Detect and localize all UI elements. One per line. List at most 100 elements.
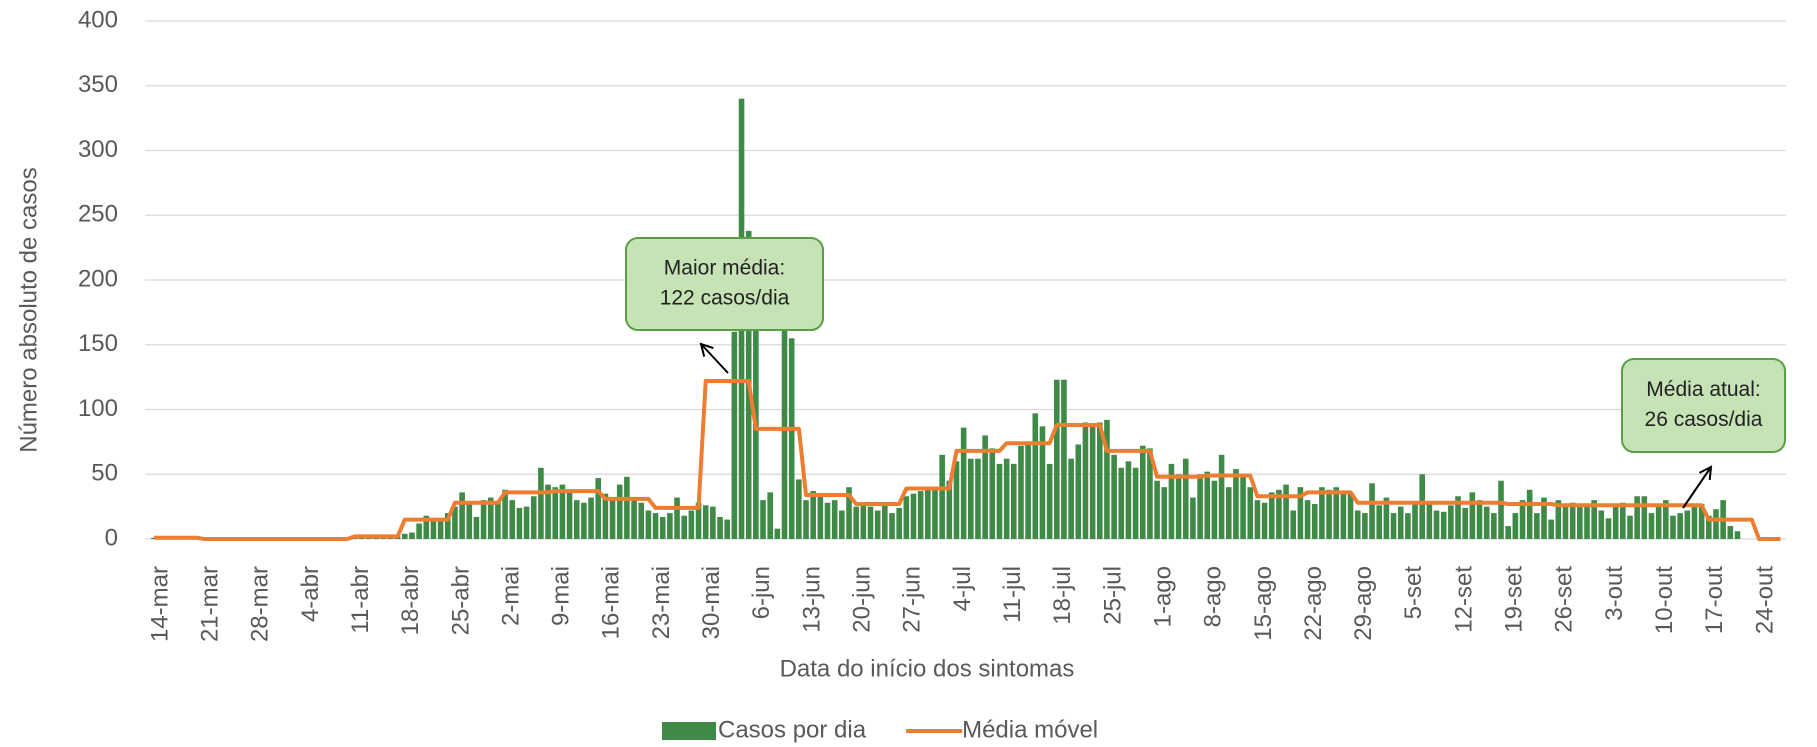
bar bbox=[960, 427, 967, 539]
bar bbox=[1433, 510, 1440, 539]
annotation-box bbox=[1621, 358, 1786, 453]
bar bbox=[1505, 526, 1511, 539]
bar bbox=[1405, 513, 1411, 539]
bar bbox=[1297, 487, 1304, 539]
bar bbox=[1684, 510, 1691, 539]
bar bbox=[1577, 504, 1583, 539]
bar bbox=[1677, 513, 1683, 539]
bar bbox=[674, 497, 680, 539]
annotation-arrow bbox=[1682, 466, 1712, 509]
bar bbox=[860, 502, 867, 539]
annotation-arrowhead bbox=[1698, 465, 1713, 481]
x-tick-label: 11-abr bbox=[347, 566, 374, 634]
bar bbox=[688, 510, 695, 539]
annotation-text: 26 casos/dia bbox=[1645, 408, 1763, 431]
x-tick-label: 12-set bbox=[1450, 566, 1477, 633]
bar bbox=[1190, 497, 1196, 539]
bar bbox=[831, 500, 838, 539]
bar bbox=[502, 489, 508, 539]
bar bbox=[1627, 515, 1633, 539]
x-tick-label: 17-out bbox=[1701, 566, 1728, 634]
bar bbox=[1691, 506, 1698, 539]
x-tick-label: 22-ago bbox=[1300, 566, 1327, 641]
bar bbox=[1448, 505, 1454, 539]
bar bbox=[1168, 463, 1175, 539]
bar bbox=[1003, 458, 1010, 539]
legend-swatch bbox=[662, 722, 716, 740]
bar bbox=[1147, 448, 1153, 539]
bar bbox=[982, 435, 988, 539]
bar bbox=[566, 492, 573, 539]
x-tick-label: 10-out bbox=[1651, 566, 1678, 634]
x-tick-label: 3-out bbox=[1601, 566, 1628, 621]
bar bbox=[1483, 506, 1490, 539]
bar bbox=[1526, 489, 1533, 539]
bar bbox=[1061, 379, 1067, 539]
bar bbox=[788, 338, 795, 539]
bar bbox=[1319, 487, 1325, 539]
bar bbox=[1154, 480, 1160, 539]
bar bbox=[1376, 505, 1383, 539]
bar bbox=[1584, 505, 1590, 539]
legend: Casos por dia Média móvel bbox=[662, 716, 1098, 743]
bar bbox=[889, 513, 895, 539]
bar bbox=[1175, 474, 1182, 539]
x-tick-label: 6-jun bbox=[748, 566, 775, 619]
y-tick-label: 200 bbox=[78, 265, 118, 292]
bar bbox=[1075, 444, 1082, 539]
bar bbox=[946, 480, 953, 539]
x-tick-label: 18-abr bbox=[397, 566, 424, 635]
bar bbox=[638, 502, 645, 539]
bar bbox=[996, 463, 1003, 539]
bar bbox=[1440, 511, 1447, 539]
x-tick-label: 26-set bbox=[1551, 566, 1578, 633]
bar bbox=[1548, 519, 1554, 539]
bar bbox=[1032, 413, 1039, 539]
y-tick-label: 50 bbox=[91, 460, 118, 487]
bar bbox=[989, 448, 996, 539]
bar bbox=[1591, 500, 1597, 539]
bar bbox=[530, 496, 537, 539]
bar bbox=[910, 493, 917, 539]
x-tick-label: 25-jul bbox=[1099, 566, 1126, 625]
y-tick-label: 350 bbox=[78, 71, 118, 98]
x-tick-label: 25-abr bbox=[447, 566, 474, 635]
x-tick-label: 9-mai bbox=[548, 566, 575, 626]
bar bbox=[1139, 445, 1146, 539]
bar bbox=[1713, 509, 1719, 539]
bar bbox=[1011, 463, 1017, 539]
bar bbox=[1555, 500, 1562, 539]
bar bbox=[874, 510, 881, 539]
bar bbox=[1734, 531, 1741, 539]
bar bbox=[430, 518, 437, 539]
bar bbox=[1340, 491, 1347, 539]
bar bbox=[710, 506, 716, 539]
bar bbox=[437, 519, 444, 539]
bar bbox=[824, 502, 831, 539]
bar bbox=[559, 484, 566, 539]
x-tick-label: 23-mai bbox=[648, 566, 675, 639]
bar bbox=[645, 510, 652, 539]
bar bbox=[624, 476, 630, 539]
bar bbox=[1605, 518, 1612, 539]
x-tick-label: 11-jul bbox=[999, 566, 1026, 623]
bar bbox=[1648, 513, 1655, 539]
line bbox=[154, 379, 1781, 541]
bar bbox=[1247, 487, 1254, 539]
y-tick-label: 0 bbox=[105, 524, 118, 551]
bar bbox=[1419, 474, 1426, 539]
bar bbox=[803, 500, 809, 539]
annotation-arrowhead bbox=[699, 342, 714, 357]
bar bbox=[552, 487, 559, 539]
bar bbox=[846, 487, 852, 539]
bar bbox=[917, 491, 924, 539]
bar bbox=[1383, 497, 1390, 539]
annotation-text: 122 casos/dia bbox=[660, 287, 790, 310]
bar bbox=[523, 506, 530, 539]
bar bbox=[1311, 504, 1318, 539]
bar bbox=[1082, 422, 1089, 539]
bar bbox=[1018, 445, 1024, 539]
bar bbox=[681, 515, 688, 539]
bar bbox=[702, 505, 709, 539]
